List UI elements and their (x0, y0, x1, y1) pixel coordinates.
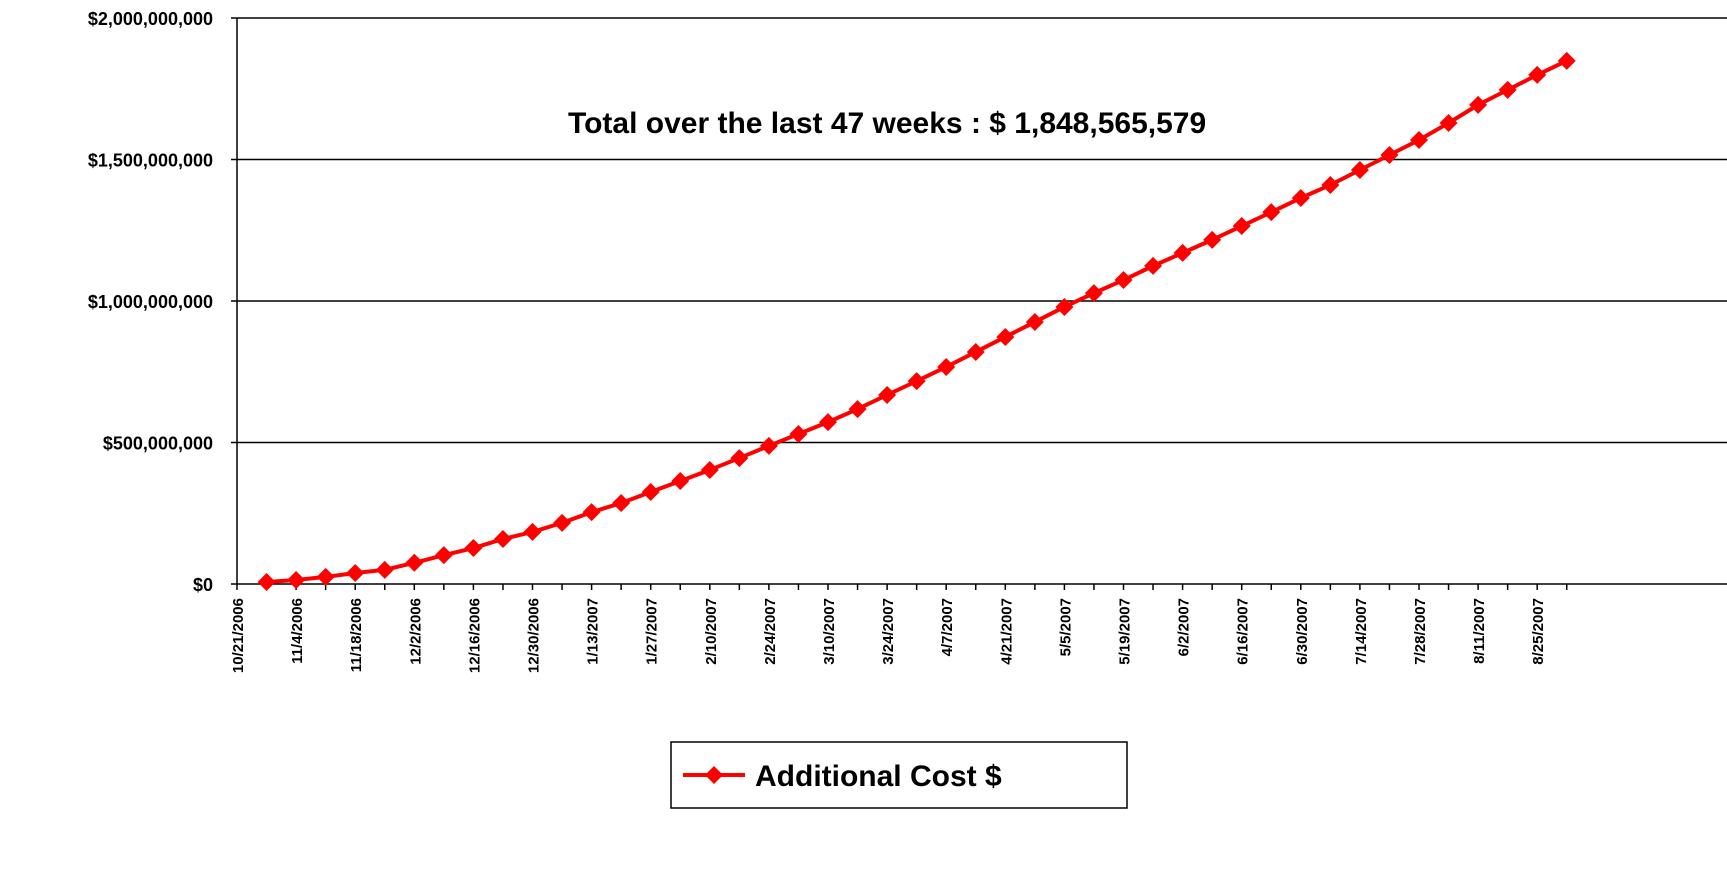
x-tick-label: 12/16/2006 (466, 598, 483, 673)
x-tick-label: 1/13/2007 (585, 598, 602, 665)
data-point (612, 494, 631, 513)
data-point (1025, 312, 1044, 331)
data-point (523, 522, 542, 541)
data-point (434, 546, 453, 565)
data-point (1469, 95, 1488, 114)
data-point (819, 413, 837, 432)
x-tick-label: 11/4/2006 (289, 598, 306, 664)
data-point (1439, 113, 1458, 132)
x-tick-label: 3/10/2007 (821, 598, 838, 665)
x-tick-label: 11/18/2006 (348, 598, 365, 672)
data-point (287, 571, 306, 590)
x-tick-label: 6/30/2007 (1294, 598, 1311, 665)
x-tick-label: 1/27/2007 (644, 598, 661, 665)
data-point (700, 460, 719, 479)
x-tick-label: 6/2/2007 (1176, 598, 1193, 656)
data-point (1055, 297, 1074, 316)
data-point (464, 539, 483, 558)
data-point (1350, 160, 1369, 179)
x-tick-label: 2/10/2007 (703, 598, 720, 665)
data-point (1262, 203, 1281, 222)
data-point (1114, 271, 1133, 290)
data-point (582, 503, 601, 522)
data-point (1498, 80, 1517, 99)
data-point (966, 342, 985, 361)
x-tick-label: 4/7/2007 (939, 598, 956, 656)
data-point (257, 573, 276, 592)
data-point (316, 567, 335, 586)
annotation: Total over the last 47 weeks : $ 1,848,5… (568, 107, 1206, 140)
x-tick-label: 10/21/2006 (230, 598, 247, 673)
data-point (878, 385, 897, 404)
data-point (671, 471, 690, 490)
data-point (1528, 65, 1547, 84)
data-point (1380, 145, 1399, 164)
data-point (759, 436, 778, 455)
data-point (1321, 175, 1340, 194)
x-tick-label: 3/24/2007 (880, 598, 897, 665)
data-point (493, 530, 512, 549)
data-point (405, 553, 424, 572)
data-point (553, 513, 572, 532)
data-point (1291, 188, 1310, 207)
x-tick-label: 8/11/2007 (1471, 598, 1488, 664)
legend-marker (705, 766, 723, 784)
data-point (1144, 256, 1163, 275)
x-tick-label: 6/16/2007 (1235, 598, 1252, 665)
data-point (641, 483, 660, 502)
data-point (1084, 284, 1103, 303)
x-tick-label: 12/30/2006 (526, 598, 543, 673)
x-tick-label: 8/25/2007 (1530, 598, 1547, 665)
x-tick-label: 2/24/2007 (762, 598, 779, 665)
data-point (1203, 230, 1222, 249)
data-point (346, 563, 365, 582)
legend-label: Additional Cost $ (755, 760, 1002, 793)
data-point (789, 425, 808, 444)
y-tick-label: $1,000,000,000 (88, 292, 213, 312)
data-point (1173, 243, 1192, 262)
data-point (1410, 130, 1428, 149)
y-tick-label: $1,500,000,000 (88, 151, 213, 171)
x-tick-label: 4/21/2007 (998, 598, 1015, 665)
x-tick-label: 5/19/2007 (1117, 598, 1134, 665)
legend-box (670, 741, 1128, 809)
x-tick-label: 7/14/2007 (1353, 598, 1370, 665)
data-point (1232, 217, 1251, 236)
data-point (848, 400, 867, 419)
legend: Additional Cost $ (670, 741, 1128, 809)
data-point (937, 357, 956, 376)
x-tick-label: 5/5/2007 (1057, 598, 1074, 656)
y-tick-label: $0 (193, 575, 213, 595)
data-point (996, 327, 1015, 346)
data-point (375, 560, 394, 579)
data-point (907, 372, 926, 391)
x-tick-label: 12/2/2006 (407, 598, 424, 665)
data-point (730, 449, 749, 468)
y-tick-label: $2,000,000,000 (88, 9, 213, 29)
y-tick-label: $500,000,000 (103, 434, 213, 454)
x-tick-label: 7/28/2007 (1412, 598, 1429, 665)
data-point (1557, 51, 1576, 70)
